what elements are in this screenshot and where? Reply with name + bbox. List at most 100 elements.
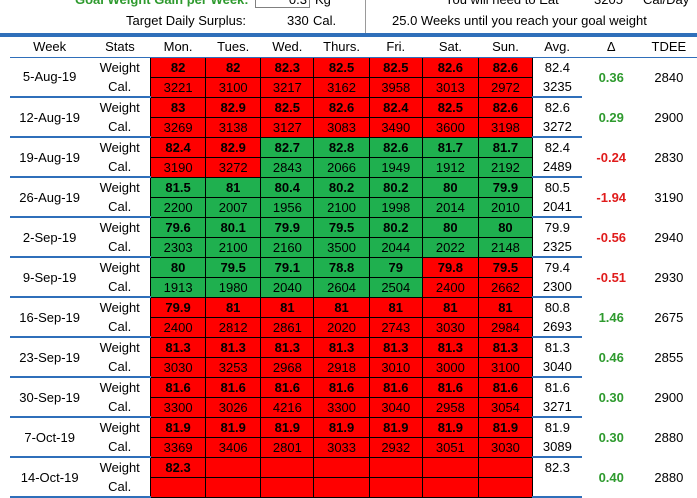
weight-cell[interactable]: 81 (313, 296, 370, 318)
calorie-cell[interactable]: 3040 (368, 396, 423, 418)
weight-cell[interactable]: 79.5 (477, 256, 534, 278)
calorie-cell[interactable]: 3051 (421, 436, 479, 458)
weight-cell[interactable]: 79.5 (313, 216, 370, 238)
week-cell[interactable]: 2-Sep-19 (10, 217, 90, 258)
avg-weight-cell[interactable]: 82.3 (544, 460, 571, 475)
avg-weight-cell[interactable]: 79.4 (544, 260, 571, 275)
calorie-cell[interactable]: 2400 (150, 316, 207, 338)
avg-cal-cell[interactable]: 3235 (532, 77, 582, 98)
calorie-cell[interactable]: 3406 (205, 436, 262, 458)
calorie-cell[interactable]: 2066 (313, 156, 370, 178)
weight-cell[interactable]: 80.2 (313, 176, 370, 198)
weight-cell[interactable]: 81.3 (421, 336, 479, 358)
weight-cell[interactable]: 81.3 (313, 336, 370, 358)
goal-weight-input[interactable]: 0.3 (255, 0, 310, 8)
weight-cell[interactable]: 80.4 (260, 176, 315, 198)
delta-cell[interactable]: 0.40 (598, 469, 624, 485)
weight-cell[interactable]: 81.7 (421, 136, 479, 158)
delta-cell[interactable]: 1.46 (598, 309, 624, 325)
col-header-week[interactable]: Week (10, 37, 90, 58)
weight-cell[interactable]: 83 (150, 96, 207, 118)
calorie-cell[interactable]: 3100 (205, 76, 262, 98)
calorie-cell[interactable]: 3100 (477, 356, 534, 378)
calorie-cell[interactable]: 3269 (150, 116, 207, 138)
avg-cal-cell[interactable]: 2041 (532, 197, 582, 218)
calorie-cell[interactable]: 2400 (421, 276, 479, 298)
avg-weight-cell[interactable]: 82.4 (544, 140, 571, 155)
calorie-cell[interactable]: 2014 (421, 196, 479, 218)
calorie-cell[interactable] (260, 476, 315, 498)
tdee-cell[interactable]: 2900 (654, 389, 684, 405)
week-cell[interactable]: 26-Aug-19 (10, 177, 90, 218)
avg-weight-cell[interactable]: 79.9 (544, 220, 571, 235)
weight-cell[interactable]: 81.5 (150, 176, 207, 198)
avg-weight-cell[interactable]: 82.6 (544, 100, 571, 115)
weight-cell[interactable]: 79.9 (260, 216, 315, 238)
delta-cell[interactable]: 0.36 (598, 69, 624, 85)
tdee-cell[interactable]: 2855 (654, 349, 684, 365)
calorie-cell[interactable]: 3253 (205, 356, 262, 378)
calorie-cell[interactable]: 1980 (205, 276, 262, 298)
calorie-cell[interactable]: 2100 (313, 196, 370, 218)
week-cell[interactable]: 9-Sep-19 (10, 257, 90, 298)
delta-cell[interactable]: 0.30 (598, 429, 624, 445)
col-header-fri[interactable]: Fri. (369, 37, 423, 58)
calorie-cell[interactable]: 1912 (421, 156, 479, 178)
avg-cal-cell[interactable]: 2693 (532, 317, 582, 338)
weight-cell[interactable]: 82 (150, 56, 207, 78)
weight-cell[interactable]: 80.2 (368, 176, 423, 198)
weight-cell[interactable]: 80 (421, 216, 479, 238)
delta-cell[interactable]: -0.51 (596, 269, 627, 285)
weight-cell[interactable]: 80.1 (205, 216, 262, 238)
calorie-cell[interactable]: 2160 (260, 236, 315, 258)
weight-cell[interactable]: 82.6 (421, 56, 479, 78)
weight-cell[interactable]: 81.3 (260, 336, 315, 358)
weight-cell[interactable]: 80.2 (368, 216, 423, 238)
calorie-cell[interactable]: 3054 (477, 396, 534, 418)
tdee-cell[interactable]: 2675 (654, 309, 684, 325)
weight-cell[interactable]: 82.8 (313, 136, 370, 158)
weight-cell[interactable]: 80 (150, 256, 207, 278)
col-header-wed[interactable]: Wed. (260, 37, 314, 58)
calorie-cell[interactable]: 2504 (368, 276, 423, 298)
weight-cell[interactable]: 82.5 (368, 56, 423, 78)
calorie-cell[interactable]: 1998 (368, 196, 423, 218)
avg-weight-cell[interactable]: 80.8 (544, 300, 571, 315)
calorie-cell[interactable]: 3600 (421, 116, 479, 138)
calorie-cell[interactable]: 4216 (260, 396, 315, 418)
weight-cell[interactable]: 81.3 (205, 336, 262, 358)
delta-cell[interactable]: 0.46 (598, 349, 624, 365)
calorie-cell[interactable]: 1913 (150, 276, 207, 298)
weight-cell[interactable]: 81.9 (205, 416, 262, 438)
calorie-cell[interactable]: 2020 (313, 316, 370, 338)
avg-weight-cell[interactable]: 82.4 (544, 59, 571, 75)
calorie-cell[interactable]: 3030 (150, 356, 207, 378)
weight-cell[interactable]: 81 (421, 296, 479, 318)
calorie-cell[interactable]: 3010 (368, 356, 423, 378)
col-header-tdee[interactable]: TDEE (640, 37, 697, 58)
weight-cell[interactable]: 82.5 (421, 96, 479, 118)
delta-cell[interactable]: 0.29 (598, 109, 624, 125)
weight-cell[interactable]: 82.9 (205, 136, 262, 158)
tdee-cell[interactable]: 3190 (654, 189, 684, 205)
calorie-cell[interactable]: 3300 (150, 396, 207, 418)
weight-cell[interactable]: 79.5 (205, 256, 262, 278)
calorie-cell[interactable]: 3127 (260, 116, 315, 138)
calorie-cell[interactable]: 3198 (477, 116, 534, 138)
calorie-cell[interactable]: 3221 (150, 76, 207, 98)
weight-cell[interactable]: 79.1 (260, 256, 315, 278)
weight-cell[interactable]: 82.6 (477, 96, 534, 118)
weight-cell[interactable]: 81.9 (150, 416, 207, 438)
calorie-cell[interactable]: 2968 (260, 356, 315, 378)
calorie-cell[interactable] (477, 476, 534, 498)
tdee-cell[interactable]: 2900 (654, 109, 684, 125)
weight-cell[interactable]: 80 (421, 176, 479, 198)
calorie-cell[interactable]: 2604 (313, 276, 370, 298)
col-header-delta[interactable]: Δ (581, 37, 641, 58)
weight-cell[interactable]: 81.7 (477, 136, 534, 158)
weight-cell[interactable]: 81.9 (368, 416, 423, 438)
avg-weight-cell[interactable]: 80.5 (544, 180, 571, 195)
weight-cell[interactable]: 81 (260, 296, 315, 318)
delta-cell[interactable]: -1.94 (596, 189, 627, 205)
weight-cell[interactable]: 78.8 (313, 256, 370, 278)
